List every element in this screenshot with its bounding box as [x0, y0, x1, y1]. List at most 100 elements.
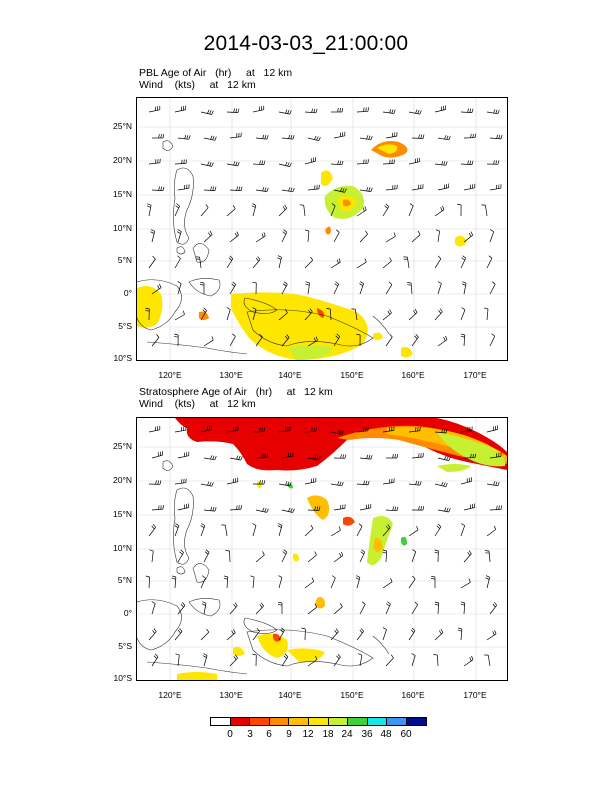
wind-barb-feather — [315, 108, 318, 113]
wind-barb — [148, 576, 150, 589]
wind-barb-feather — [443, 337, 446, 342]
lon-label: 130°E — [219, 690, 243, 700]
wind-barb — [333, 555, 344, 563]
wind-barb-feather — [251, 205, 256, 208]
lat-label: 10°S — [113, 673, 132, 683]
wind-barb-feather — [175, 523, 180, 526]
wind-barb — [278, 430, 290, 433]
wind-barb — [255, 554, 265, 563]
wind-barb-feather — [262, 507, 265, 512]
lon-label: 120°E — [158, 370, 182, 380]
wind-barb-feather — [468, 550, 472, 555]
colorbar-label: 18 — [322, 729, 334, 740]
wind-barb-feather — [266, 508, 269, 513]
wind-barb-feather — [277, 601, 283, 604]
lat-label: 25°N — [113, 441, 132, 451]
wind-barb — [382, 206, 390, 217]
wind-barb-feather — [314, 551, 317, 556]
wind-barb — [229, 234, 239, 243]
wind-barb-feather — [446, 507, 449, 512]
wind-barb — [408, 529, 419, 537]
lat-label: 25°N — [113, 121, 132, 131]
wind-barb — [489, 187, 501, 191]
wind-barb — [385, 550, 388, 563]
wind-barb-feather — [205, 204, 209, 208]
wind-barb-feather — [156, 334, 160, 338]
wind-barb — [177, 231, 182, 243]
wind-barb — [385, 509, 398, 512]
wind-barb-feather — [360, 628, 364, 632]
wind-barb-feather — [470, 231, 474, 236]
wind-barb-feather — [415, 333, 419, 338]
wind-barb-feather — [277, 525, 282, 528]
wind-barb-feather — [175, 653, 180, 656]
wind-barb — [385, 284, 393, 295]
wind-barb-feather — [496, 505, 498, 510]
wind-barb — [359, 137, 371, 141]
wind-barb-feather — [152, 523, 156, 528]
colorbar-label: 6 — [266, 729, 272, 740]
wind-barb-feather — [393, 159, 395, 164]
wind-barb-feather — [284, 653, 289, 657]
wind-barb-feather — [184, 134, 187, 139]
lat-label: 15°N — [113, 509, 132, 519]
wind-barb-feather — [443, 161, 446, 166]
wind-barb — [356, 631, 364, 641]
wind-barb-feather — [335, 281, 339, 285]
wind-barb-feather — [252, 653, 257, 656]
wind-barb — [489, 137, 502, 140]
wind-barb — [382, 111, 394, 114]
wind-barb — [174, 163, 187, 165]
wind-barb-feather — [361, 601, 366, 605]
wind-barb-feather — [334, 630, 338, 634]
wind-barb — [278, 207, 288, 217]
wind-barb-feather — [448, 135, 451, 140]
wind-barb — [229, 136, 241, 139]
wind-barb-feather — [311, 577, 315, 582]
wind-barb-feather — [439, 308, 443, 313]
wind-barb-feather — [266, 135, 269, 140]
wind-barb-feather — [310, 256, 313, 261]
wind-barb — [486, 633, 497, 641]
wind-barb — [437, 457, 449, 461]
wind-barb-feather — [316, 506, 319, 511]
wind-barb-feather — [201, 523, 205, 526]
wind-barb-feather — [292, 508, 295, 513]
wind-barb-feather — [358, 653, 363, 656]
wind-barb-feather — [211, 482, 214, 487]
wind-barb-feather — [413, 310, 416, 315]
wind-barb — [489, 284, 496, 295]
wind-barb-feather — [460, 335, 465, 338]
wind-barb-feather — [210, 506, 213, 511]
colorbar-label: 9 — [286, 729, 292, 740]
wind-barb-feather — [434, 551, 439, 554]
wind-barb — [333, 656, 341, 667]
wind-barb-feather — [339, 553, 342, 557]
wind-barb-feather — [358, 523, 363, 527]
wind-barb-feather — [407, 282, 412, 284]
wind-barb-feather — [147, 203, 152, 206]
wind-barb-feather — [382, 551, 387, 554]
wind-barb-feather — [286, 334, 290, 338]
wind-barb-feather — [339, 108, 341, 113]
wind-barb-feather — [431, 578, 436, 580]
wind-barb-feather — [360, 551, 365, 555]
wind-barb-feather — [214, 507, 217, 512]
wind-barb-feather — [263, 232, 266, 237]
wind-barb-feather — [231, 283, 235, 287]
wind-barb-feather — [236, 455, 239, 460]
wind-barb-feather — [316, 455, 319, 460]
wind-barb-feather — [387, 524, 391, 528]
wind-barb-feather — [492, 631, 495, 636]
wind-barb-feather — [340, 454, 342, 459]
wind-barb-feather — [493, 602, 497, 606]
lon-label: 170°E — [463, 370, 487, 380]
wind-barb — [333, 283, 340, 295]
wind-barb-feather — [411, 627, 416, 632]
wind-barb-feather — [365, 230, 368, 235]
wind-barb-feather — [310, 524, 314, 529]
wind-barb-feather — [497, 481, 500, 486]
wind-barb — [486, 483, 498, 487]
wind-barb-feather — [436, 525, 440, 529]
wind-barb — [199, 257, 202, 269]
